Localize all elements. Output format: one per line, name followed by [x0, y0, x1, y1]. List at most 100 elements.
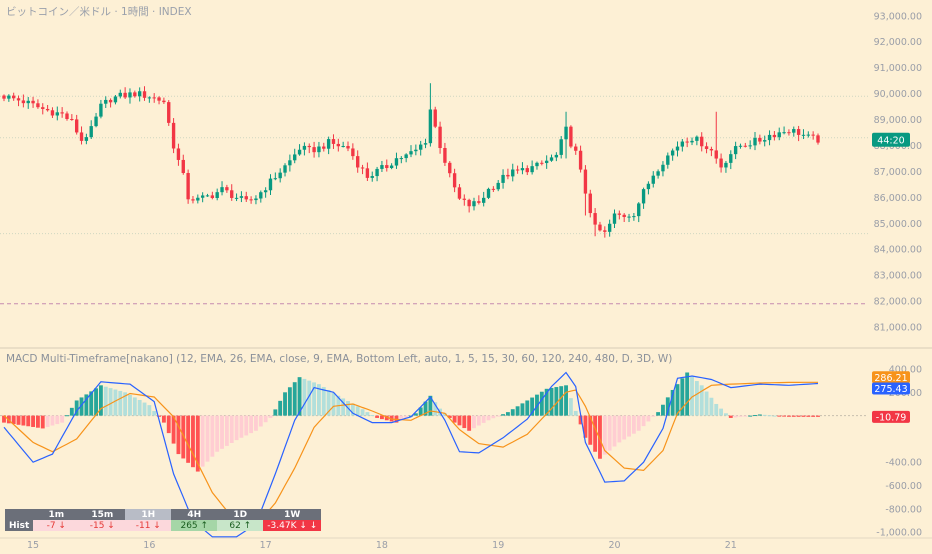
candle-body	[748, 145, 752, 147]
histogram-bar	[123, 392, 128, 416]
candle-body	[714, 150, 718, 159]
candle-body	[559, 139, 563, 155]
macd-value-label: -10.79	[876, 412, 907, 423]
candle-body	[535, 162, 539, 167]
histogram-bar	[748, 415, 753, 417]
time-tick-label: 21	[725, 540, 737, 550]
candle-body	[753, 137, 757, 146]
candle-body	[356, 156, 360, 168]
tf-15m: 15m	[79, 509, 126, 520]
candle-body	[651, 175, 655, 184]
price-tick-label: 93,000.00	[874, 11, 922, 22]
time-axis[interactable]: 15 16 17 18 19 20 21	[27, 540, 737, 551]
tf-1d: 1D	[217, 509, 264, 520]
macd-tick-label: -400.00	[885, 458, 922, 469]
hist-value-4h: 265 ↑	[171, 520, 218, 531]
histogram-bar	[113, 389, 118, 416]
histogram-bar	[472, 415, 476, 429]
hist-value-1m: -7 ↓	[33, 520, 80, 531]
candle-body	[530, 166, 534, 173]
histogram-bar	[365, 412, 370, 416]
histogram-bar	[273, 409, 278, 416]
histogram-bar	[210, 415, 215, 457]
price-tick-label: 90,000.00	[874, 89, 922, 100]
candle-body	[326, 139, 331, 149]
time-tick-label: 17	[260, 540, 272, 550]
candle-body	[603, 230, 607, 232]
histogram-bar	[462, 415, 467, 429]
histogram-bar	[539, 391, 544, 416]
histogram-bar	[229, 415, 234, 444]
candle-body	[259, 192, 263, 199]
histogram-bar	[709, 397, 714, 416]
candle-body	[767, 134, 772, 141]
macd-tick-label: -1,000.00	[876, 528, 922, 539]
candle-body	[288, 160, 292, 166]
candle-body	[244, 196, 248, 200]
histogram-bar	[607, 415, 612, 451]
candle-body	[50, 110, 55, 116]
histogram-bar	[384, 415, 389, 421]
candle-body	[423, 143, 428, 145]
candle-body	[724, 162, 728, 168]
candle-body	[549, 157, 554, 161]
histogram-bar	[753, 415, 757, 417]
histogram-bar	[307, 380, 312, 416]
price-axis[interactable]: 93,000.00 92,000.00 91,000.00 90,000.00 89,0…	[872, 11, 922, 334]
histogram-bar	[98, 385, 103, 416]
candle-body	[574, 146, 578, 151]
candle-body	[438, 126, 442, 149]
histogram-bar	[69, 407, 74, 416]
candle-body	[564, 126, 568, 140]
histogram-bar	[743, 415, 748, 417]
histogram-bar	[215, 415, 220, 452]
histogram-bar	[370, 415, 375, 417]
candle-body	[133, 92, 137, 97]
histogram-bar	[665, 397, 670, 416]
histogram-bar	[782, 415, 787, 417]
histogram-bar	[549, 387, 554, 416]
candle-body	[598, 224, 602, 231]
candle-body	[41, 107, 45, 109]
candle-body	[758, 137, 762, 142]
hist-value-1h: -11 ↓	[125, 520, 172, 531]
candle-body	[486, 188, 491, 198]
price-tick-label: 87,000.00	[874, 167, 922, 178]
histogram-bar	[559, 386, 564, 416]
candle-body	[322, 146, 326, 149]
histogram-bar	[476, 415, 481, 426]
histogram-bar	[467, 415, 472, 431]
macd-axis[interactable]: 400.00200.00-400.00-600.00-800.00-1,000.…	[872, 364, 922, 539]
histogram-bar	[404, 415, 409, 418]
candle-body	[385, 165, 389, 169]
histogram-bar	[142, 402, 147, 416]
macd-value-badge	[872, 382, 910, 395]
hist-table-header: 1m 15m 1H 4H 1D 1W	[5, 509, 322, 520]
candle-body	[79, 132, 84, 141]
candle-body	[273, 178, 278, 180]
candle-body	[481, 197, 486, 203]
histogram-bar	[694, 381, 699, 416]
histogram-bar	[79, 397, 84, 416]
candle-body	[448, 162, 452, 174]
histogram-bar	[457, 415, 462, 426]
candle-body	[796, 129, 801, 135]
price-tick-label: 85,000.00	[874, 219, 922, 230]
candle-body	[738, 145, 743, 147]
time-tick-label: 19	[492, 540, 504, 550]
candle-body	[263, 190, 268, 193]
indicator-title[interactable]: MACD Multi-Timeframe[nakano] (12, EMA, 2…	[6, 353, 673, 365]
candle-body	[680, 141, 685, 147]
tf-1h: 1H	[125, 509, 172, 520]
signal-line	[3, 381, 818, 526]
candle-body	[763, 140, 767, 142]
histogram-bar	[181, 415, 186, 459]
histogram-bar	[249, 415, 254, 434]
macd-value-badge	[872, 410, 910, 423]
price-tick-label: 89,000.00	[874, 115, 922, 126]
histogram-bar	[564, 385, 568, 416]
histogram-bar	[186, 415, 191, 463]
histogram-bar	[108, 388, 113, 416]
